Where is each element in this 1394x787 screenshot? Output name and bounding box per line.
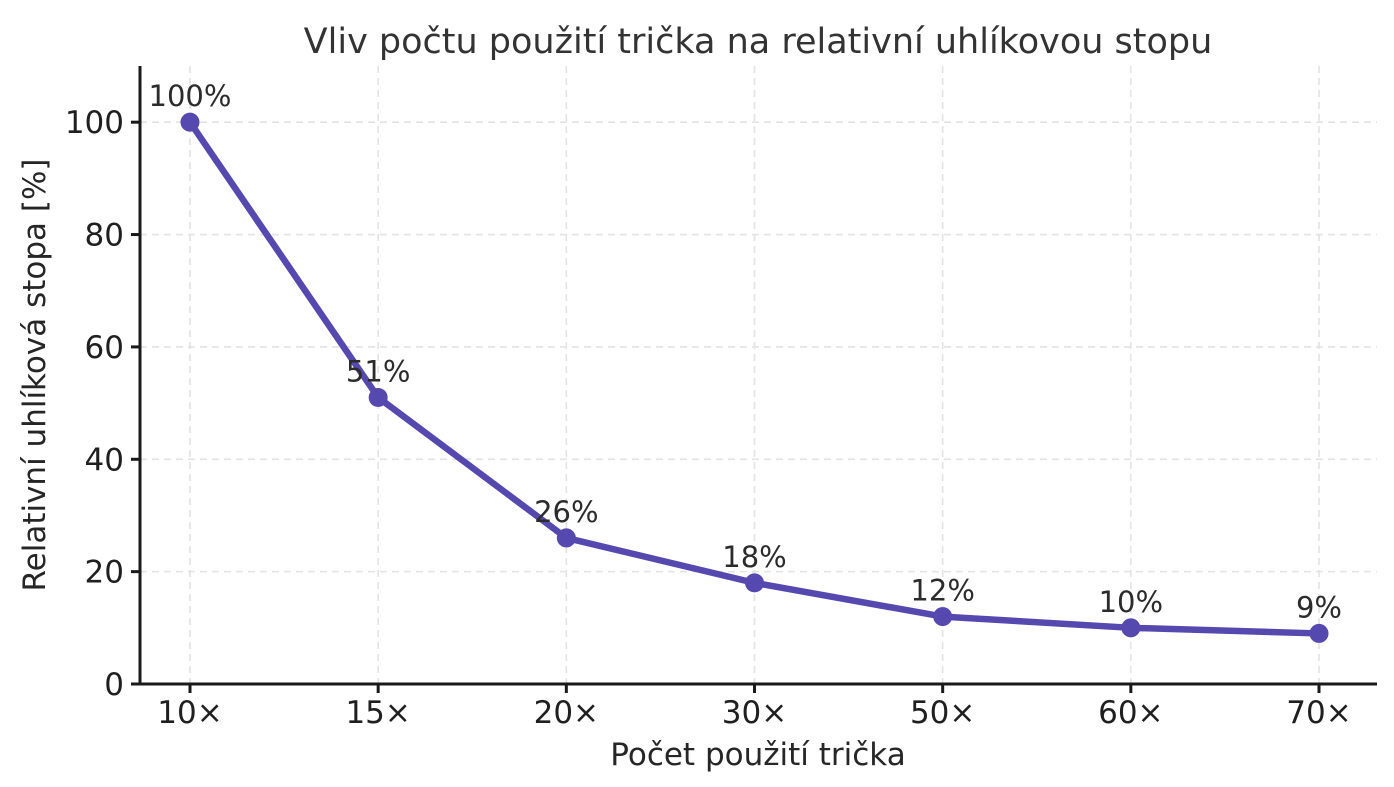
data-point-label: 12%: [910, 574, 974, 608]
y-tick-label: 80: [85, 218, 124, 254]
y-tick-label: 0: [104, 667, 124, 703]
data-point-label: 10%: [1099, 585, 1163, 619]
chart-title: Vliv počtu použití trička na relativní u…: [304, 22, 1213, 62]
data-point-marker: [1121, 618, 1141, 638]
data-series: [180, 112, 1329, 643]
data-point-marker: [180, 112, 200, 132]
axes: [131, 66, 1377, 693]
x-tick-label: 70×: [1286, 695, 1351, 731]
y-tick-label: 20: [85, 555, 124, 591]
data-point-marker: [556, 528, 576, 548]
x-tick-label: 50×: [910, 695, 975, 731]
x-tick-label: 30×: [722, 695, 787, 731]
x-tick-label: 60×: [1098, 695, 1163, 731]
y-axis-label: Relativní uhlíková stopa [%]: [17, 158, 53, 591]
data-point-label: 9%: [1296, 590, 1342, 624]
tick-labels: 0 20 40 60 80 100 10× 15× 20× 30× 50× 60× 70× 100% 51%…: [65, 79, 1352, 731]
data-point-label: 51%: [346, 354, 410, 388]
data-point-marker: [745, 573, 764, 593]
data-point-marker: [368, 387, 388, 407]
y-tick-label: 40: [85, 442, 124, 478]
data-point-label: 26%: [534, 495, 598, 529]
x-tick-label: 10×: [157, 695, 222, 731]
x-tick-label: 15×: [345, 695, 410, 731]
y-tick-label: 60: [85, 330, 124, 366]
data-point-marker: [933, 607, 953, 627]
y-tick-label: 100: [65, 105, 124, 141]
gridlines: [140, 66, 1377, 684]
data-point-marker: [1309, 623, 1329, 643]
data-point-label: 18%: [722, 540, 786, 574]
data-point-label: 100%: [149, 79, 232, 113]
x-axis-label: Počet použití trička: [610, 737, 905, 773]
x-tick-label: 20×: [534, 695, 599, 731]
